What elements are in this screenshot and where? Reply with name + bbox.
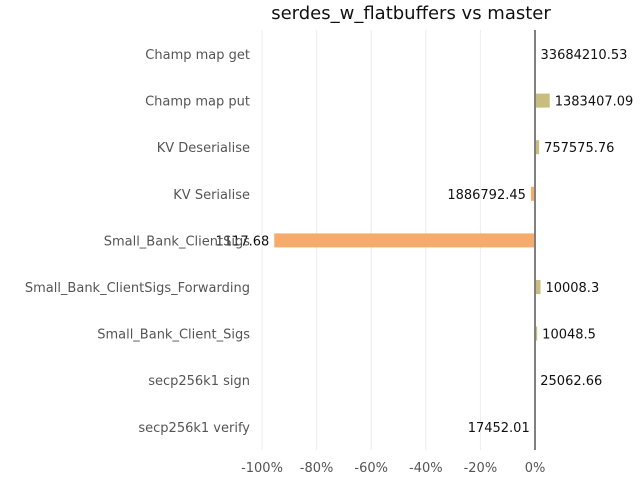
category-label: Small_Bank_ClientSigs — [104, 234, 251, 249]
bar — [535, 140, 540, 155]
value-label: 1117.68 — [216, 234, 270, 249]
bar — [535, 280, 541, 294]
value-label: 10048.5 — [542, 328, 596, 343]
value-label: 33684210.53 — [541, 48, 628, 63]
value-labels: 33684210.53 1383407.09 757575.76 1886792.45… — [216, 48, 634, 436]
category-label: Small_Bank_Client_Sigs — [97, 328, 250, 343]
category-label: Champ map put — [145, 95, 250, 110]
category-label: Champ map get — [145, 48, 250, 63]
value-label: 17452.01 — [468, 421, 530, 436]
x-tick-labels: -100% -80% -60% -40% -20% 0% — [241, 461, 545, 476]
category-label: secp256k1 verify — [138, 421, 250, 436]
category-label: KV Deserialise — [157, 141, 250, 156]
value-label: 25062.66 — [540, 374, 602, 389]
bar — [535, 93, 550, 108]
x-tick-label: 0% — [525, 461, 546, 476]
x-tick-label: -80% — [300, 461, 334, 476]
value-label: 10008.3 — [545, 281, 599, 296]
value-label: 1886792.45 — [447, 188, 526, 203]
x-tick-label: -100% — [241, 461, 283, 476]
bars — [274, 47, 550, 434]
category-label: secp256k1 sign — [148, 374, 250, 389]
category-label: Small_Bank_ClientSigs_Forwarding — [25, 281, 250, 296]
x-tick-label: -60% — [354, 461, 388, 476]
bar — [535, 326, 538, 341]
x-tick-label: -40% — [409, 461, 443, 476]
value-label: 1383407.09 — [555, 95, 634, 110]
category-labels: Champ map get Champ map put KV Deserialise… — [25, 48, 250, 436]
bar — [274, 233, 535, 248]
value-label: 757575.76 — [544, 141, 614, 156]
x-tick-label: -20% — [464, 461, 498, 476]
chart-title: serdes_w_flatbuffers vs master — [271, 3, 551, 24]
bar — [530, 186, 535, 201]
category-label: KV Serialise — [173, 188, 250, 203]
